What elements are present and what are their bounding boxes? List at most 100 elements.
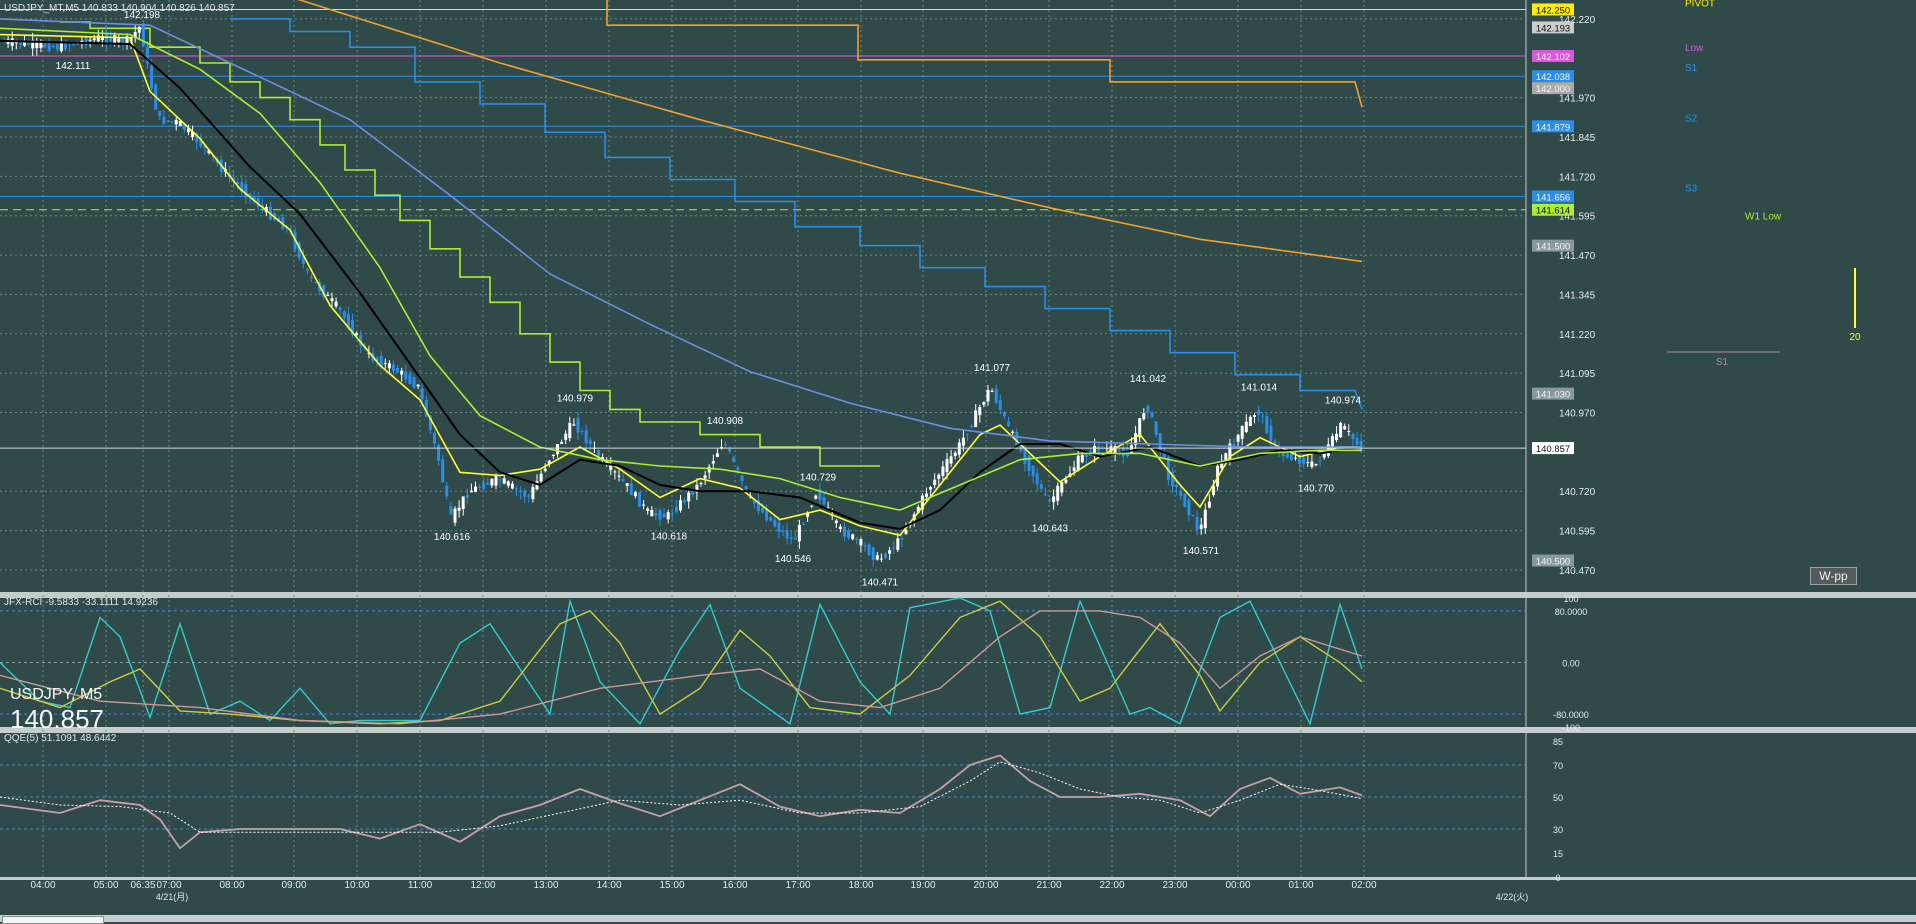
candle-body: [297, 242, 301, 259]
candle-body: [1031, 465, 1035, 477]
current-price-big: 140.857: [10, 704, 104, 734]
candle-body: [375, 357, 379, 362]
candle-body: [793, 537, 797, 540]
candle-body: [1183, 493, 1187, 508]
price-tag-bg: [1532, 82, 1574, 95]
candle-body: [342, 311, 346, 318]
x-tick-label: 09:00: [281, 880, 306, 891]
candle-body: [400, 370, 404, 375]
candle-body: [1253, 415, 1256, 417]
period-label: 20: [1849, 332, 1861, 343]
candle-body: [707, 466, 711, 473]
candle-body: [1060, 481, 1064, 493]
price-annotation: 141.042: [1130, 374, 1167, 385]
y-tick-label: 141.345: [1559, 290, 1596, 301]
candle-body: [437, 444, 441, 461]
y-tick-label: 140.970: [1559, 409, 1596, 420]
price-tag: 140.500: [1536, 557, 1570, 568]
candle-body: [162, 116, 166, 124]
candle-body: [1035, 473, 1039, 485]
candle-body: [465, 494, 469, 498]
candle-body: [461, 496, 465, 510]
candle-body: [166, 120, 170, 122]
candle-body: [597, 450, 600, 458]
rci-line: [0, 600, 1363, 725]
candle-body: [1187, 499, 1191, 516]
candle-body: [14, 41, 18, 44]
candle-body: [867, 544, 871, 556]
candle-body: [781, 530, 785, 532]
candle-body: [953, 452, 957, 456]
candle-body: [322, 285, 326, 297]
candle-body: [1294, 457, 1297, 459]
x-tick-label: 15:00: [659, 880, 684, 891]
candle-body: [445, 485, 449, 497]
candle-body: [925, 493, 928, 497]
candle-body: [1330, 435, 1334, 452]
candle-body: [625, 483, 629, 486]
candle-body: [1117, 450, 1121, 452]
candle-body: [695, 484, 699, 493]
candle-body: [178, 121, 182, 126]
candle-body: [244, 184, 248, 198]
x-tick-label: 05:00: [93, 880, 118, 891]
candle-body: [359, 335, 363, 346]
price-tag-bg: [1532, 120, 1574, 133]
candle-body: [1220, 461, 1224, 469]
candle-body: [916, 506, 920, 513]
y-tick-label: 141.845: [1559, 133, 1596, 144]
candle-body: [761, 508, 764, 513]
candle-body: [1171, 471, 1174, 487]
candle-body: [1347, 430, 1351, 433]
candle-body: [195, 133, 199, 143]
candle-body: [59, 42, 63, 52]
chart-tab-active[interactable]: [2, 916, 104, 924]
price-tag: 140.857: [1536, 444, 1570, 455]
candle-body: [724, 444, 728, 446]
ma-line-sma_long: [0, 18, 1362, 448]
pivot-label: W1 Low: [1745, 212, 1782, 223]
candle-body: [1158, 433, 1162, 451]
candle-body: [482, 482, 486, 490]
candle-body: [806, 513, 810, 517]
candle-body: [556, 444, 559, 455]
candle-body: [1273, 441, 1277, 443]
candle-body: [1257, 410, 1261, 415]
price-annotation: 140.974: [1325, 395, 1362, 406]
candle-body: [613, 471, 617, 473]
candle-body: [810, 505, 814, 507]
candle-body: [629, 483, 633, 496]
candle-body: [662, 513, 666, 518]
price-tag: 141.614: [1536, 206, 1570, 217]
candle-body: [732, 457, 736, 462]
candle-body: [998, 400, 1002, 411]
candle-body: [141, 23, 145, 47]
candle-body: [490, 479, 494, 486]
candle-body: [789, 537, 793, 539]
candle-body: [1236, 434, 1240, 442]
candle-body: [683, 500, 687, 502]
candle-body: [941, 466, 945, 476]
candle-body: [383, 363, 387, 365]
candle-body: [55, 44, 59, 50]
wpp-button[interactable]: W-pp: [1810, 567, 1857, 585]
price-annotation: 140.908: [707, 416, 744, 427]
rci-line: [0, 610, 1363, 725]
candle-body: [1339, 422, 1343, 438]
candle-body: [1195, 516, 1199, 530]
candle-body: [1093, 445, 1097, 456]
candle-body: [441, 459, 445, 483]
candle-body: [687, 492, 691, 502]
candle-body: [182, 123, 186, 130]
candle-body: [826, 507, 830, 509]
rci-line: [0, 597, 1363, 726]
candle-body: [506, 481, 510, 486]
candle-body: [961, 437, 965, 446]
candle-body: [966, 433, 969, 435]
y-tick-label: 141.970: [1559, 94, 1596, 105]
candle-body: [838, 526, 842, 530]
candle-body: [1048, 499, 1051, 501]
candle-body: [392, 364, 395, 372]
candle-body: [310, 277, 313, 279]
candle-body: [109, 36, 113, 42]
